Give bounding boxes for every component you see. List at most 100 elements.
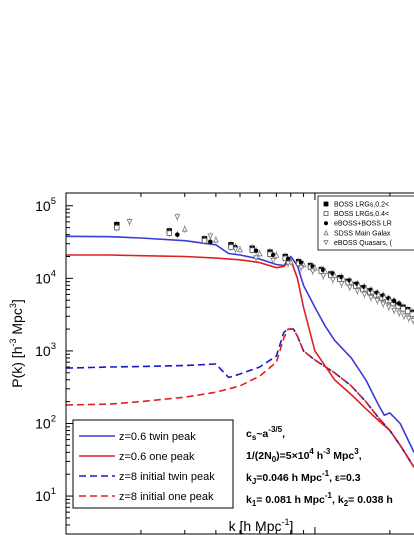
obs-point-3: [362, 285, 369, 292]
obs-legend-box: [317, 195, 414, 251]
observations-legend: BOSS LRGs,0.2< BOSS LRGs,0.4< eBOSS+BOSS L…: [317, 195, 414, 251]
annotation-part: =0.046 h Mpc: [256, 472, 322, 484]
obs-point-3: [386, 296, 393, 303]
obs-point-4: [361, 291, 368, 298]
annotation-line-2: kJ=0.046 h Mpc-1, ε=0.3: [246, 469, 361, 486]
annotation-part: ,: [359, 450, 362, 462]
obs-point-4: [285, 260, 292, 267]
obs-point-4: [405, 315, 412, 322]
legend-label-2: z=8 initial twin peak: [119, 471, 215, 483]
observation-points: [114, 213, 414, 325]
y-label-part: P(k) [h: [9, 347, 25, 388]
y-tick-exponent: 5: [51, 196, 56, 207]
x-label-sup: -1: [282, 517, 290, 527]
obs-point-4: [253, 255, 259, 262]
obs-point-4: [174, 214, 181, 221]
y-tick-exponent: 2: [51, 413, 56, 424]
annotation-part: ~a: [256, 428, 268, 440]
y-tick-base: 10: [35, 270, 51, 286]
obs-point-4: [126, 219, 133, 226]
obs-point-4: [207, 233, 214, 240]
y-axis-label: P(k) [h-3 Mpc3]: [8, 299, 25, 388]
annotation-part: 2: [344, 499, 349, 508]
legend-label-0: z=0.6 twin peak: [119, 431, 196, 443]
annotation-part: -1: [322, 469, 330, 478]
obs-point-2: [298, 260, 304, 265]
obs-point-4: [346, 284, 353, 291]
obs-point-3: [381, 293, 388, 300]
obs-point-2: [208, 239, 213, 244]
obs-point-1: [405, 308, 411, 315]
annotation-part: 1/(2N: [246, 450, 272, 462]
annotation-part: k: [246, 494, 252, 506]
obs-point-2: [285, 256, 291, 262]
annotation-part: = 0.081 h Mpc: [256, 494, 325, 506]
obs-legend-marker-2: [324, 221, 328, 226]
x-label-part: ]: [290, 518, 294, 534]
obs-point-1: [400, 306, 406, 312]
obs-point-4: [232, 246, 239, 253]
annotation-part: -3/5: [268, 425, 282, 434]
y-tick-exponent: 4: [51, 268, 56, 279]
y-tick-exponent: 3: [51, 341, 56, 352]
y-label-sup: 3: [8, 303, 18, 308]
annotation-part: 3: [354, 447, 359, 456]
obs-point-3: [369, 288, 376, 295]
annotation-part: h: [314, 450, 323, 462]
annotation-line-1: 1/(2N0)=5×104 h-3 Mpc3,: [246, 447, 362, 464]
series-legend: z=0.6 twin peak z=0.6 one peak z=8 initial…: [72, 419, 234, 509]
obs-point-4: [396, 310, 403, 317]
x-axis-label: k [h Mpc-1]: [229, 517, 294, 534]
series-line-1: [66, 254, 414, 468]
y-label-part: ]: [9, 299, 25, 303]
y-tick-label: 104: [35, 268, 56, 286]
obs-point-3: [212, 236, 219, 243]
obs-legend-marker-3: [323, 229, 329, 236]
obs-point-4: [354, 288, 361, 295]
annotation-part: 4: [309, 447, 314, 456]
plot-frame: [65, 192, 414, 535]
obs-point-2: [175, 232, 180, 237]
legend-label-1: z=0.6 one peak: [119, 451, 195, 463]
obs-point-4: [270, 258, 277, 264]
legend-label-3: z=8 initial one peak: [119, 491, 214, 503]
x-label-part: k [h Mpc: [229, 518, 282, 534]
obs-point-4: [374, 298, 381, 305]
y-tick-base: 10: [35, 198, 51, 214]
obs-point-2: [391, 298, 397, 304]
obs-point-1: [114, 224, 120, 231]
obs-point-2: [396, 301, 402, 306]
y-tick-label: 102: [35, 413, 56, 431]
y-tick-label: 105: [35, 196, 56, 214]
y-tick-label: 101: [35, 486, 56, 504]
obs-point-3: [348, 278, 355, 285]
obs-legend-label-3: SDSS Main Galax: [334, 230, 391, 237]
obs-point-4: [329, 277, 336, 284]
obs-point-3: [237, 246, 243, 253]
tick-labels: 0.010.1101102103104105: [35, 196, 56, 504]
y-tick-exponent: 1: [51, 486, 56, 497]
obs-point-1: [201, 238, 208, 244]
obs-legend-marker-4: [323, 240, 329, 246]
annotation-part: ,: [282, 428, 285, 440]
annotation-part: 0: [272, 455, 277, 464]
obs-legend-label-2: eBOSS+BOSS LR: [334, 221, 392, 228]
obs-point-4: [410, 318, 414, 324]
annotation-part: -1: [325, 491, 333, 500]
annotation-part: , k: [332, 494, 344, 506]
obs-point-4: [338, 281, 345, 288]
annotation-part: 1: [252, 499, 257, 508]
obs-point-2: [253, 248, 259, 254]
annotation-line-0: cs~a-3/5,: [246, 425, 285, 442]
annotation-part: , ε=0.3: [329, 472, 361, 484]
annotation-line-3: k1= 0.081 h Mpc-1, k2= 0.038 h: [246, 491, 393, 508]
obs-point-1: [409, 311, 414, 317]
obs-point-4: [368, 295, 374, 301]
legend-box: [72, 419, 234, 509]
obs-point-1: [166, 230, 173, 236]
series-line-3: [66, 328, 414, 468]
obs-point-4: [380, 301, 387, 308]
y-label-part: Mpc: [9, 308, 25, 338]
annotation-part: k: [246, 472, 252, 484]
y-tick-base: 10: [35, 415, 51, 431]
